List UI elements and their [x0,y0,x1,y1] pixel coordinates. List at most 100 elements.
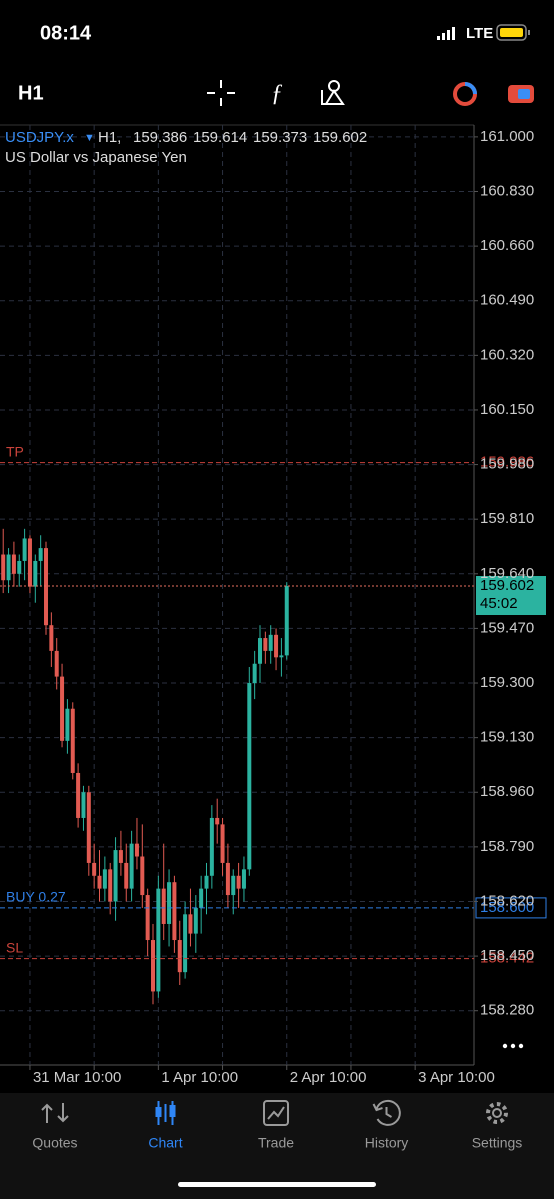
network: LTE [466,25,493,42]
candle-body [140,856,145,896]
y-tick-label: 160.660 [480,237,534,254]
candle-body [209,817,214,876]
candle-body [11,554,16,574]
level-name: SL [6,939,23,955]
candle-body [49,625,54,651]
tab-icon [267,1106,285,1120]
current-price-box [476,576,546,616]
candle-body [252,663,257,684]
tab[interactable] [486,1102,508,1124]
period: H1, [98,129,121,146]
tab[interactable] [263,1100,289,1126]
y-tick-label: 159.300 [480,674,534,691]
candle-body [167,882,172,924]
x-tick-label: 3 Apr 10:00 [418,1069,495,1086]
y-tick-label: 161.000 [480,128,534,145]
y-tick-label: 160.490 [480,292,534,309]
objects-button[interactable] [321,80,345,105]
ohlc-high: 159.614 [193,129,247,146]
candle-body [279,655,284,658]
level-price-box [476,452,546,473]
current-price: 159.602 [480,577,534,594]
x-tick-label: 31 Mar 10:00 [33,1069,121,1086]
candle-body [22,538,27,561]
tab-bar [0,1093,554,1199]
candle-body [134,843,139,857]
candle-body [102,869,107,889]
y-tick-label: 159.640 [480,565,534,582]
candle-body [86,792,91,863]
candle-body [151,940,156,992]
tab-icon [492,1108,502,1118]
tab-label[interactable]: Trade [258,1135,294,1151]
candle-body [183,914,188,973]
candle-body [27,538,32,587]
tab-label[interactable]: Chart [148,1135,182,1151]
candle-body [38,548,43,561]
candle-body [247,683,252,870]
tab-label[interactable]: Quotes [32,1135,77,1151]
candle-body [231,875,236,896]
y-tick-label: 158.620 [480,892,534,909]
candle-body [60,676,65,741]
candle-body [204,875,209,889]
candle-body [97,875,102,889]
candle-body [92,862,97,876]
candle-body [225,862,230,896]
grid [0,125,474,1065]
y-tick-label: 158.960 [480,783,534,800]
level-name: TP [6,443,24,459]
candle-body [145,895,150,941]
symbol: USDJPY.x [5,129,74,146]
candle-body [241,869,246,889]
y-tick-label: 160.150 [480,401,534,418]
candle-body [54,650,59,677]
trade-signal-button[interactable] [453,82,477,106]
candle-body [284,586,289,656]
indicators-button[interactable]: ƒ [271,81,283,107]
y-tick-label: 160.830 [480,182,534,199]
tab[interactable] [372,1099,401,1126]
level-price-box [476,948,546,969]
candle-body [172,882,177,941]
tab[interactable] [41,1103,69,1123]
chart-subtitle: US Dollar vs Japanese Yen [5,149,187,166]
signal-icon [437,27,455,40]
tab-label[interactable]: Settings [472,1135,523,1151]
candle-body [161,888,166,924]
candle-body [177,940,182,973]
ohlc-open: 159.386 [133,129,187,146]
candle-body [76,772,81,818]
candle-body [220,824,225,863]
candle-body [1,554,6,581]
y-tick-label: 158.280 [480,1002,534,1019]
y-tick-label: 160.320 [480,346,534,363]
candle-body [124,862,129,889]
candle-body [17,560,22,574]
x-tick-label: 2 Apr 10:00 [290,1069,367,1086]
ohlc-low: 159.373 [253,129,307,146]
tab[interactable] [155,1101,176,1125]
candle-body [274,634,279,658]
candle-body [65,708,70,741]
axes: 161.000 160.830 160.660 160.490 160.320 160.1… [29,128,534,1086]
level-price: 158.442 [480,950,534,967]
tab-label[interactable]: History [365,1135,409,1151]
candle-body [236,875,241,889]
y-tick-label: 158.450 [480,947,534,964]
level-price: 159.986 [480,454,534,471]
symbol-dropdown[interactable]: ▼ [84,132,95,144]
more-button[interactable] [502,1043,524,1049]
timeframe[interactable]: H1 [18,82,44,104]
candle-body [199,888,204,908]
tabs: Quotes Chart Trade History Settings [32,1099,523,1151]
candle-body [44,548,49,626]
candle-body [268,634,273,651]
tab-icon [169,1105,176,1117]
crosshair-button[interactable] [207,80,235,106]
candle-body [263,638,268,651]
one-click-button[interactable] [508,85,534,103]
candle-body [156,888,161,992]
